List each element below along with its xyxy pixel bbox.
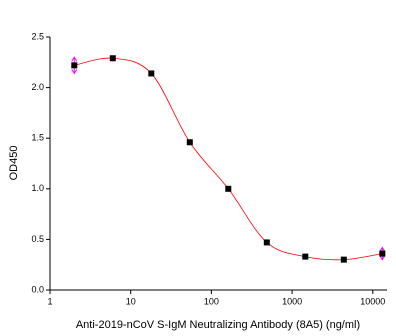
y-tick-label: 1.0 bbox=[31, 183, 44, 193]
error-part bbox=[71, 69, 78, 75]
data-point bbox=[71, 62, 78, 69]
y-tick-label: 0.5 bbox=[31, 234, 44, 244]
data-point bbox=[148, 70, 155, 77]
error-part bbox=[71, 56, 78, 62]
data-point bbox=[109, 55, 116, 62]
data-point bbox=[340, 256, 347, 263]
error-part bbox=[379, 246, 386, 252]
y-tick-label: 1.5 bbox=[31, 133, 44, 143]
data-point bbox=[263, 239, 270, 246]
fit-curve bbox=[74, 57, 383, 261]
x-tick-label: 1000 bbox=[282, 296, 302, 306]
y-axis-label: OD450 bbox=[8, 146, 20, 181]
y-tick-label: 2.5 bbox=[31, 31, 44, 41]
data-point bbox=[225, 185, 232, 192]
x-tick-label: 10000 bbox=[360, 296, 385, 306]
x-axis-label: Anti-2019-nCoV S-IgM Neutralizing Antibo… bbox=[76, 319, 360, 331]
data-point bbox=[186, 139, 193, 146]
x-tick-label: 1 bbox=[47, 296, 52, 306]
x-tick-label: 10 bbox=[126, 296, 136, 306]
y-tick-label: 2.0 bbox=[31, 82, 44, 92]
x-tick-label: 100 bbox=[204, 296, 219, 306]
data-point bbox=[379, 250, 386, 257]
y-tick-label: 0.0 bbox=[31, 284, 44, 294]
error-part bbox=[379, 255, 386, 261]
data-point bbox=[302, 253, 309, 260]
